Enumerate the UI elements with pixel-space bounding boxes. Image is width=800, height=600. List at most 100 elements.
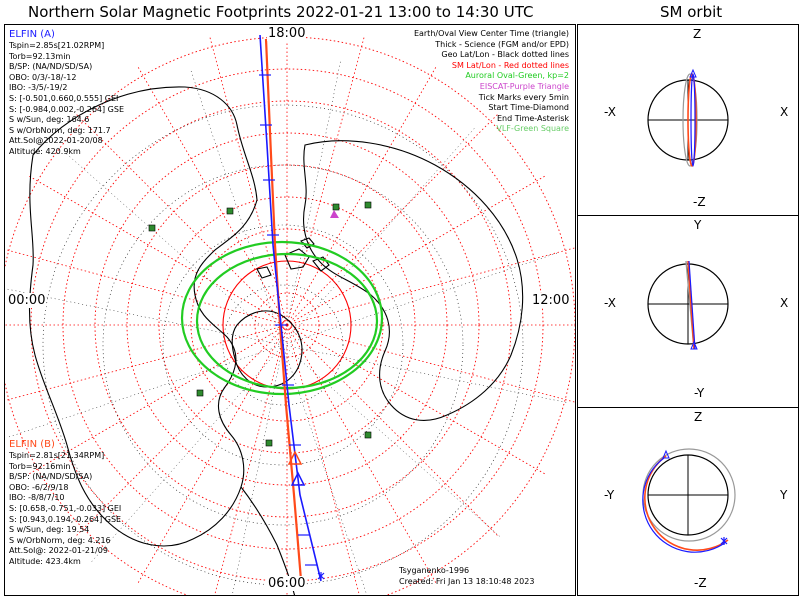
elfin-b-line: Altitude: 423.4km <box>9 556 81 566</box>
geo-longitude-line <box>90 344 284 563</box>
page-title: Northern Solar Magnetic Footprints 2022-… <box>28 3 534 21</box>
elfin-b-line: B/SP: (NA/ND/SD/SA) <box>9 472 93 482</box>
elfin-a-line: OBO: 0/3/-18/-12 <box>9 72 77 82</box>
legend-item: Geo Lat/Lon - Black dotted lines <box>441 50 569 60</box>
geo-longitude-line <box>282 127 476 346</box>
orbit-xy-right: X <box>780 296 789 310</box>
geo-longitude-line <box>190 69 284 346</box>
elfin-b-line: IBO: -8/8/7/10 <box>9 493 65 503</box>
mlt-label-left: 00:00 <box>7 293 47 308</box>
legend-item: Thick - Science (FGM and/or EPD) <box>435 39 569 49</box>
mlt-label-right: 12:00 <box>531 293 571 308</box>
orbit-xy-elfin-a <box>688 260 696 350</box>
legend-item: Auroral Oval-Green, kp=2 <box>465 71 569 81</box>
vlf-square <box>148 224 156 232</box>
credits: Tsyganenko-1996 Created: Fri Jan 13 18:1… <box>399 565 534 587</box>
orbit-view-yz: Z -Z -Y Y <box>577 407 799 596</box>
geo-longitude-line <box>65 152 284 346</box>
vlf-square <box>364 201 372 209</box>
elfin-b-line: S w/Sun, deg: 19.54 <box>9 525 90 535</box>
sm-longitude-line <box>286 324 548 476</box>
eiscat-triangle <box>330 210 339 218</box>
greenland-coast <box>231 310 303 388</box>
elfin-b-line: S: [0.658,-0.751,-0.033] GEI <box>9 503 122 513</box>
footprint-map: 18:00 00:00 12:00 06:00 ELFIN (A) Tspin=… <box>4 24 576 596</box>
vlf-square <box>226 207 234 215</box>
elfin-a-line: Torb=92.13min <box>9 51 71 61</box>
auroral-oval <box>180 240 384 396</box>
orbit-yz-elfin-a <box>642 457 727 553</box>
north-america-coast <box>28 86 258 547</box>
orbit-xy-top: Y <box>694 218 702 232</box>
legend-item: SM Lat/Lon - Red dotted lines <box>451 60 569 70</box>
sm-longitude-line <box>286 324 500 538</box>
sm-longitude-line <box>208 35 288 326</box>
mlt-label-top: 18:00 <box>267 26 307 41</box>
orbit-xz-top: Z <box>693 27 702 41</box>
end-time-asterisk <box>317 572 325 580</box>
orbit-view-yz-canvas <box>642 448 736 553</box>
geo-longitude-line <box>282 344 568 403</box>
vlf-square <box>332 203 340 211</box>
legend-item: Earth/Oval View Center Time (triangle) <box>413 29 569 38</box>
mlt-label-bottom: 06:00 <box>267 576 307 591</box>
geo-longitude-line <box>7 344 284 438</box>
orbit-view-xy: Y -Y -X X <box>577 215 799 408</box>
orbit-xz-right: X <box>780 105 789 119</box>
legend-item: End Time-Asterisk <box>496 113 569 123</box>
orbit-xz-left: -X <box>604 105 616 119</box>
arctic-islands <box>256 237 330 279</box>
orbit-xz-elfin-a <box>690 73 696 167</box>
orbit-title: SM orbit <box>660 3 723 21</box>
elfin-b-line: Att.Sol@: 2022-01-21/09 <box>9 546 108 556</box>
auroral-oval-outer <box>180 240 384 396</box>
elfin-a-info: ELFIN (A) Tspin=2.85s[21.02RPM] Torb=92.… <box>9 29 124 158</box>
orbit-yz-bottom: -Z <box>694 576 707 590</box>
elfin-a-tick-marks <box>259 74 317 566</box>
vlf-stations <box>148 201 372 447</box>
europe-asia-coast <box>303 140 524 421</box>
geo-longitude-line <box>232 344 284 595</box>
elfin-a-line: S w/OrbNorm, deg: 171.7 <box>9 125 111 135</box>
elfin-b-info: ELFIN (B) Tspin=2.81s[21.34RPM] Torb=92.… <box>9 439 121 568</box>
elfin-b-line: OBO: -6/2/9/18 <box>9 482 69 492</box>
elfin-a-line: S: [-0.984,0.002,-0.264] GSE <box>9 104 124 114</box>
geo-longitude-line <box>282 344 501 538</box>
legend-item: Tick Marks every 5min <box>478 92 569 102</box>
orbit-view-xz-canvas <box>647 68 729 167</box>
orbit-yz-left: -Y <box>604 488 615 502</box>
legend-item: Start Time-Diamond <box>488 103 569 113</box>
geo-longitude-line <box>282 60 341 346</box>
elfin-a-line: S: [-0.501,0.660,0.555] GEI <box>9 93 119 103</box>
orbit-view-xz: Z -Z -X X <box>577 24 799 216</box>
orbit-xz-gray <box>682 73 698 167</box>
geo-latitude-circle <box>222 284 344 406</box>
elfin-a-line: IBO: -3/5/-19/2 <box>9 83 68 93</box>
elfin-b-line: Torb=92.16min <box>9 461 71 471</box>
orbit-yz-elfin-b <box>644 455 729 551</box>
legend-item: VLF-Green Square <box>496 124 569 134</box>
elfin-a-name: ELFIN (A) <box>9 29 55 40</box>
model-label: Tsyganenko-1996 <box>399 566 470 575</box>
vlf-square <box>265 439 273 447</box>
elfin-a-line: S w/Sun, deg: 164.6 <box>9 115 90 125</box>
orbit-xy-elfin-b <box>687 260 695 350</box>
elfin-a-line: Tspin=2.85s[21.02RPM] <box>9 41 105 50</box>
orbit-xz-elfin-b <box>687 73 697 167</box>
elfin-b-line: S w/OrbNorm, deg: 4.216 <box>9 535 111 545</box>
sm-longitude-line <box>286 247 575 326</box>
sm-longitude-line <box>286 112 500 326</box>
orbit-xy-bottom: -Y <box>694 386 705 400</box>
elfin-a-view-center-triangle <box>290 471 306 486</box>
elfin-b-name: ELFIN (B) <box>9 439 55 450</box>
geo-longitude-line <box>282 344 368 595</box>
elfin-b-view-center-triangle <box>287 450 303 465</box>
orbit-yz-top: Z <box>694 410 703 424</box>
geo-longitude-line <box>5 288 284 346</box>
vlf-square <box>196 389 204 397</box>
sm-longitude-line <box>286 324 575 403</box>
orbit-view-xy-canvas <box>647 260 729 350</box>
legend: Earth/Oval View Center Time (triangle) T… <box>414 29 569 135</box>
elfin-a-line: B/SP: (NA/ND/SD/SA) <box>9 62 93 72</box>
geo-longitude-line <box>282 252 559 346</box>
